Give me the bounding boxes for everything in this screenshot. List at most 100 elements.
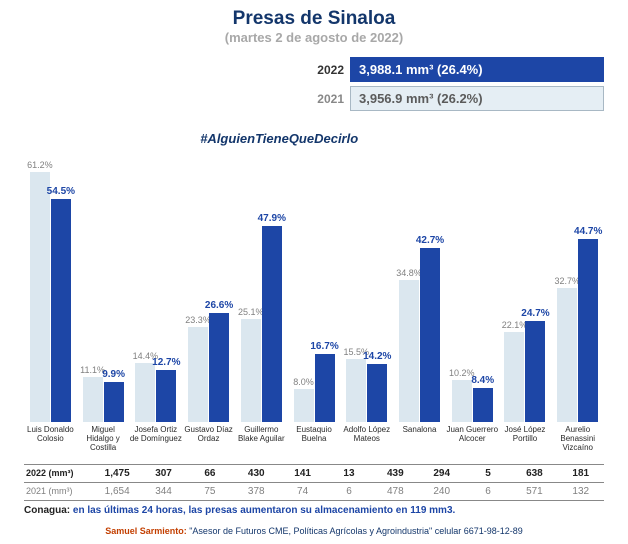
bar-label-2021: 23.3% [185,315,211,325]
bar-2021: 32.7% [557,288,577,422]
table-cell: 294 [419,465,465,482]
bar-pair: 22.1%24.7% [504,172,545,422]
bar-pair: 10.2%8.4% [452,172,493,422]
bar-2022: 54.5% [51,199,71,422]
footer-author: Samuel Sarmiento: [105,526,189,536]
bar-label-2021: 22.1% [502,320,528,330]
bar-pair: 8.0%16.7% [294,172,335,422]
bar-label-2022: 16.7% [310,341,338,352]
category-label: Adolfo López Mateos [340,426,393,462]
bar-chart: 61.2%54.5%Luis Donaldo Colosio11.1%9.9%M… [24,121,604,462]
bar-group: 32.7%44.7%Aurelio Benassini Vizcaíno [551,172,604,462]
bar-label-2022: 26.6% [205,300,233,311]
chart-area: #AlguienTieneQueDecirlo 61.2%54.5%Luis D… [24,121,604,462]
legend-year-2022: 2022 [304,63,344,77]
table-cell: 74 [279,483,325,500]
conagua-text: en las últimas 24 horas, las presas aume… [73,505,455,516]
page-subtitle: (martes 2 de agosto de 2022) [24,30,604,45]
data-table: 2022 (mm³)1,4753076643014113439294563818… [24,464,604,501]
table-cell: 5 [465,465,511,482]
bar-2021: 10.2% [452,380,472,422]
bar-label-2022: 24.7% [521,308,549,319]
bar-2021: 34.8% [399,280,419,422]
bar-label-2022: 9.9% [102,369,125,380]
table-cell: 1,475 [94,465,140,482]
legend-year-2021: 2021 [304,92,344,106]
table-cell: 344 [140,483,186,500]
page-title: Presas de Sinaloa [24,8,604,30]
bar-label-2021: 25.1% [238,307,264,317]
bar-2021: 11.1% [83,377,103,422]
bar-label-2022: 44.7% [574,226,602,237]
bar-pair: 61.2%54.5% [30,172,71,422]
table-cell: 75 [187,483,233,500]
bar-label-2022: 47.9% [258,213,286,224]
bar-2022: 9.9% [104,382,124,422]
bar-2022: 14.2% [367,364,387,422]
table-cell: 307 [140,465,186,482]
bar-label-2021: 34.8% [396,268,422,278]
bar-2022: 12.7% [156,370,176,422]
table-cell: 66 [187,465,233,482]
table-cell: 439 [372,465,418,482]
bar-group: 25.1%47.9%Guillermo Blake Aguilar [235,172,288,462]
bar-label-2021: 61.2% [27,160,53,170]
bar-pair: 15.5%14.2% [346,172,387,422]
bar-2021: 8.0% [294,389,314,422]
category-label: Guillermo Blake Aguilar [235,426,288,462]
legend-box-2022: 3,988.1 mm³ (26.4%) [350,57,604,82]
bar-group: 10.2%8.4% Juan Guerrero Alcocer [446,172,499,462]
footer: Samuel Sarmiento: "Asesor de Futuros CME… [24,526,604,536]
bar-2021: 14.4% [135,363,155,422]
bar-group: 34.8%42.7%Sanalona [393,172,446,462]
footer-rest: "Asesor de Futuros CME, Políticas Agríco… [189,526,523,536]
bar-group: 61.2%54.5%Luis Donaldo Colosio [24,172,77,462]
category-label: José López Portillo [499,426,552,462]
legend-row-2021: 2021 3,956.9 mm³ (26.2%) [304,86,604,111]
bar-group: 15.5%14.2% Adolfo López Mateos [340,172,393,462]
bar-pair: 34.8%42.7% [399,172,440,422]
table-cell: 181 [558,465,604,482]
bar-group: 11.1%9.9%Miguel Hidalgo y Costilla [77,172,130,462]
legend-box-2021: 3,956.9 mm³ (26.2%) [350,86,604,111]
table-cell: 430 [233,465,279,482]
bar-2021: 15.5% [346,359,366,422]
bar-label-2022: 14.2% [363,351,391,362]
bar-label-2021: 32.7% [554,276,580,286]
table-cell: 571 [511,483,557,500]
bar-pair: 14.4%12.7% [135,172,176,422]
table-row-head: 2021 (mm³) [24,483,94,500]
table-row-head: 2022 (mm³) [24,465,94,482]
bar-pair: 23.3%26.6% [188,172,229,422]
legend: 2022 3,988.1 mm³ (26.4%) 2021 3,956.9 mm… [304,57,604,115]
table-cell: 132 [558,483,604,500]
bar-pair: 25.1%47.9% [241,172,282,422]
bar-label-2021: 8.0% [293,377,314,387]
bar-label-2022: 42.7% [416,235,444,246]
table-cell: 1,654 [94,483,140,500]
category-label: Sanalona [403,426,437,462]
bar-2022: 47.9% [262,226,282,422]
bar-2021: 23.3% [188,327,208,422]
bar-group: 23.3%26.6%Gustavo Díaz Ordaz [182,172,235,462]
conagua-note: Conagua: en las últimas 24 horas, las pr… [24,505,604,516]
category-label: Josefa Ortiz de Domínguez [129,426,182,462]
table-cell: 478 [372,483,418,500]
bar-label-2022: 54.5% [47,186,75,197]
table-cell: 6 [326,483,372,500]
bar-2022: 42.7% [420,248,440,422]
table-row: 2021 (mm³)1,654344753787464782406571132 [24,482,604,501]
bar-2021: 61.2% [30,172,50,422]
bar-2022: 16.7% [315,354,335,422]
table-cell: 240 [419,483,465,500]
table-cell: 638 [511,465,557,482]
category-label: Juan Guerrero Alcocer [446,426,499,462]
bar-label-2022: 8.4% [471,375,494,386]
bar-2021: 22.1% [504,332,524,422]
bar-pair: 32.7%44.7% [557,172,598,422]
bar-group: 8.0%16.7%Eustaquio Buelna [288,172,341,462]
category-label: Aurelio Benassini Vizcaíno [551,426,604,462]
legend-row-2022: 2022 3,988.1 mm³ (26.4%) [304,57,604,82]
bar-2022: 26.6% [209,313,229,422]
bar-group: 14.4%12.7% Josefa Ortiz de Domínguez [129,172,182,462]
